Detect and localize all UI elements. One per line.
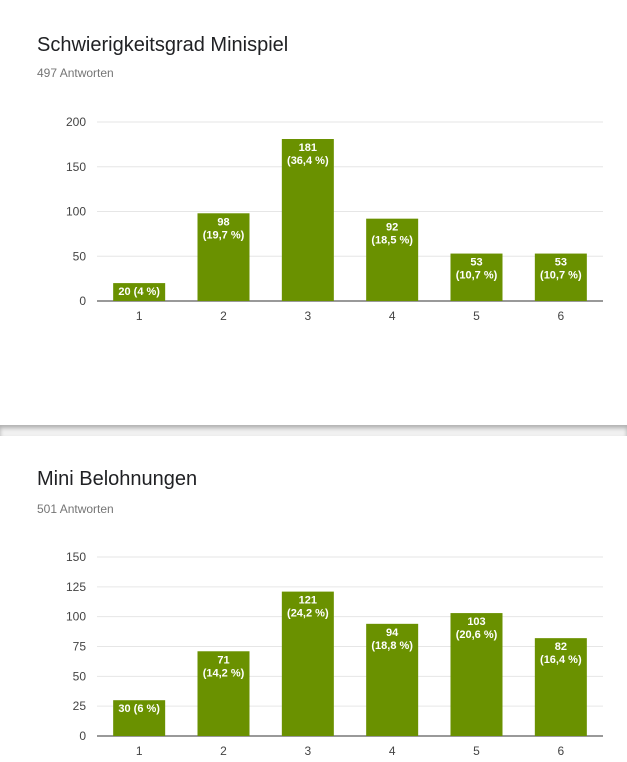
bar-data-label: 53 (10,7 %) [456,257,498,282]
card-separator [0,425,627,436]
bar-data-label: 98 (19,7 %) [203,216,245,241]
bar-data-label: 103 (20,6 %) [456,616,498,641]
bar-data-label: 181 (36,4 %) [287,142,329,167]
bar[interactable] [197,213,250,301]
x-tick-label: 1 [136,744,143,758]
bar[interactable] [450,253,503,301]
bar[interactable] [113,700,166,736]
y-tick-label: 100 [66,205,86,219]
y-tick-label: 50 [73,669,87,683]
bar[interactable] [197,651,250,736]
bar[interactable] [366,623,419,736]
response-count: 501 Antworten [37,502,114,516]
bar-data-label: 71 (14,2 %) [203,654,245,679]
y-tick-label: 75 [73,640,87,654]
x-tick-label: 5 [473,309,480,323]
y-tick-label: 150 [66,160,86,174]
bar-data-label: 121 (24,2 %) [287,595,329,620]
x-tick-label: 4 [389,744,396,758]
bar[interactable] [450,613,503,736]
x-tick-label: 3 [304,744,311,758]
x-tick-label: 4 [389,309,396,323]
chart-title: Mini Belohnungen [37,468,198,490]
x-tick-label: 6 [557,309,564,323]
x-tick-label: 6 [557,744,564,758]
bar-data-label: 92 (18,5 %) [371,222,413,247]
bar[interactable] [281,591,334,736]
chart-title: Schwierigkeitsgrad Minispiel [37,34,289,56]
y-tick-label: 150 [66,550,86,564]
y-tick-label: 0 [79,294,86,308]
bar[interactable] [281,139,334,301]
bar-data-label: 20 (4 %) [118,286,160,298]
bar[interactable] [534,638,587,736]
y-tick-label: 100 [66,610,86,624]
bar[interactable] [113,283,166,301]
bar-data-label: 53 (10,7 %) [540,257,582,282]
bar-data-label: 30 (6 %) [118,703,160,715]
x-tick-label: 5 [473,744,480,758]
y-tick-label: 200 [66,115,86,129]
bar-chart-rewards: 0 25 50 75 100 125 150 30 (6 %) 1 71 (14,2 %) 2 121(… [66,550,603,758]
bar-chart-difficulty: 0 50 100 150 200 20 (4 %) 1 98 (19,7 %) 2 181 (36,4… [66,115,603,323]
y-tick-label: 50 [73,249,87,263]
y-tick-label: 125 [66,580,86,594]
response-count: 497 Antworten [37,66,114,80]
y-tick-label: 0 [79,729,86,743]
x-tick-label: 3 [304,309,311,323]
y-tick-label: 25 [73,699,87,713]
question-card-rewards: Mini Belohnungen 501 Antworten 0 25 50 75 10… [0,436,627,762]
bar-data-label: 82 (16,4 %) [540,641,582,666]
bar[interactable] [366,218,419,301]
bar[interactable] [534,253,587,301]
x-tick-label: 2 [220,309,227,323]
question-card-difficulty: Schwierigkeitsgrad Minispiel 497 Antwort… [37,34,603,323]
x-tick-label: 2 [220,744,227,758]
bar-data-label: 94 (18,8 %) [371,627,413,652]
x-tick-label: 1 [136,309,143,323]
